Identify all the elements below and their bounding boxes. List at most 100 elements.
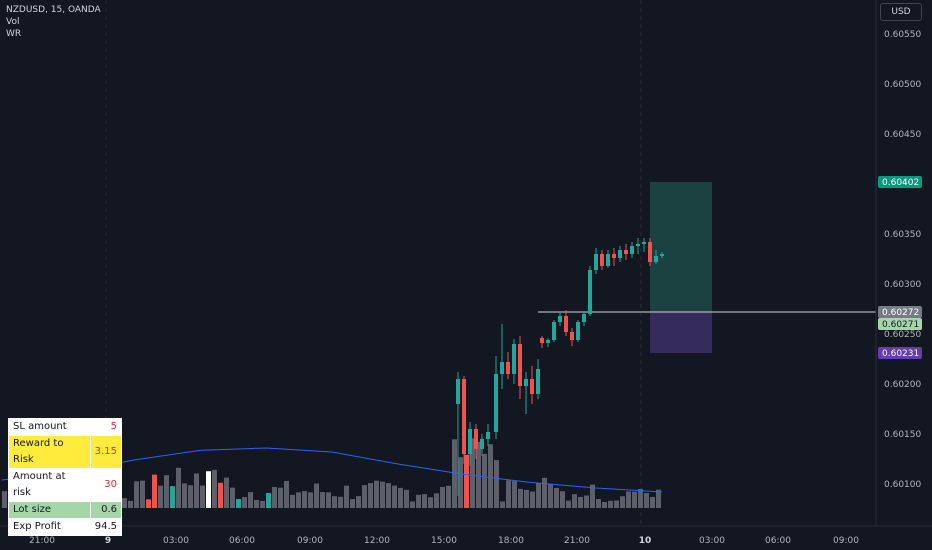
volume-bar [518, 488, 523, 508]
volume-bar [392, 485, 397, 508]
candle-body [518, 344, 522, 386]
candle-body [456, 379, 460, 404]
volume-bar [314, 483, 319, 508]
volume-bar [194, 473, 199, 508]
volume-bar [170, 486, 175, 508]
volume-bar [152, 474, 157, 508]
entry-price-tag-bg [878, 306, 922, 318]
volume-indicator-label[interactable]: Vol [6, 17, 20, 27]
price-tick-label: 0.60150 [884, 430, 921, 440]
loss-zone [650, 312, 712, 353]
volume-bar [272, 487, 277, 508]
price-tick-label: 0.60450 [884, 130, 921, 140]
volume-bar [626, 491, 631, 508]
price-tick-label: 0.60300 [884, 280, 921, 290]
volume-bar [536, 483, 541, 508]
volume-bar [482, 453, 487, 508]
price-tick-label: 0.60500 [884, 80, 921, 90]
volume-bar [230, 487, 235, 508]
volume-bar [428, 497, 433, 508]
info-table-row: Amount at risk 30 [8, 468, 123, 502]
volume-bar [644, 493, 649, 508]
volume-bar [296, 492, 301, 508]
volume-bar [416, 494, 421, 508]
candle-body [536, 369, 540, 394]
info-table-label: Exp Profit [8, 518, 91, 536]
volume-bar [248, 492, 253, 508]
time-tick-label: 03:00 [163, 536, 189, 546]
candle-body [552, 322, 556, 340]
time-tick-label: 9 [105, 536, 111, 546]
volume-bar [530, 491, 535, 508]
volume-bar [464, 454, 469, 508]
time-tick-label: 06:00 [765, 536, 791, 546]
candle-body [500, 362, 504, 374]
volume-bar [470, 438, 475, 508]
volume-bar [308, 492, 313, 508]
candle-body [582, 314, 586, 322]
candle-body [636, 244, 640, 246]
volume-bar [2, 491, 7, 508]
info-table-value: 30 [89, 468, 123, 502]
volume-bar [140, 480, 145, 508]
price-tick-label: 0.60550 [884, 30, 921, 40]
volume-bar [542, 477, 547, 508]
candle-body [660, 254, 664, 256]
volume-bar [242, 497, 247, 508]
volume-bar [596, 498, 601, 508]
candle-body [594, 254, 598, 270]
volume-bar [524, 489, 529, 508]
info-table-row: Lot size 0.6 [8, 501, 123, 519]
volume-bar [476, 441, 481, 508]
time-tick-label: 21:00 [29, 536, 55, 546]
volume-bar [158, 485, 163, 508]
volume-bar [602, 501, 607, 508]
volume-bar [236, 499, 241, 508]
volume-bar [620, 496, 625, 508]
volume-bar [500, 501, 505, 508]
price-tick-label: 0.60250 [884, 330, 921, 340]
volume-bar [260, 500, 265, 508]
volume-bar [212, 469, 217, 508]
info-table-value: 94.5 [89, 518, 123, 536]
info-table-value: 0.6 [89, 501, 123, 519]
volume-bar [494, 460, 499, 508]
symbol-title[interactable]: NZDUSD, 15, OANDA [6, 5, 101, 15]
info-table-value: 5 [89, 418, 123, 436]
stop-loss-price-tag-bg [878, 347, 922, 359]
volume-bar [266, 492, 271, 508]
candle-body [506, 362, 510, 374]
volume-bar [278, 487, 283, 508]
volume-bar [452, 439, 457, 508]
candle-body [588, 270, 592, 314]
time-tick-label: 10 [639, 536, 652, 546]
wr-indicator-label[interactable]: WR [6, 29, 22, 39]
volume-bar [284, 480, 289, 508]
volume-bar [350, 499, 355, 508]
candle-body [654, 256, 658, 262]
candle-body [570, 332, 574, 340]
entry-price-tag: 0.60272 [882, 308, 919, 318]
candle-body [480, 439, 484, 449]
candle-body [618, 250, 622, 258]
volume-bar [440, 486, 445, 508]
volume-bar [458, 457, 463, 508]
info-table-row: SL amount 5 [8, 418, 123, 436]
volume-bar [386, 483, 391, 508]
time-tick-label: 15:00 [431, 536, 457, 546]
candle-body [648, 242, 652, 262]
currency-button[interactable]: USD [880, 3, 922, 21]
candle-body [546, 340, 550, 343]
candle-body [642, 242, 646, 244]
volume-bar [302, 491, 307, 508]
position-size-table: SL amount 5 Reward to Risk 3.15 Amount at ri… [8, 418, 123, 536]
volume-bar [122, 498, 127, 508]
candle-body [468, 429, 472, 454]
candle-body [530, 379, 534, 394]
profit-zone [650, 182, 712, 312]
time-tick-label: 06:00 [229, 536, 255, 546]
volume-bar [176, 467, 181, 508]
volume-bar [488, 444, 493, 508]
